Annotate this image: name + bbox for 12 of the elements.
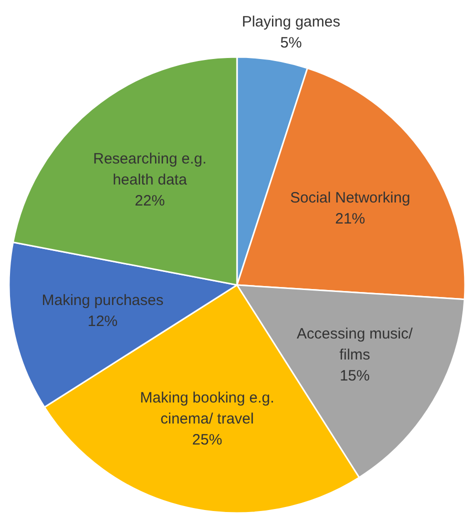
data-label: 22% [134, 192, 165, 210]
slice-label: Making booking e.g. cinema/ travel [140, 390, 274, 428]
data-label: 21% [335, 210, 366, 228]
slice-label: Making purchases [42, 292, 164, 310]
slice-label: Researching e.g. health data [93, 150, 207, 189]
slice-label: Social Networking [290, 190, 410, 207]
data-label: 12% [88, 313, 118, 330]
slice-label: Accessing music/ films [296, 326, 414, 364]
slice-label: Playing games [242, 14, 340, 31]
data-label: 25% [192, 432, 222, 449]
data-label: 5% [280, 34, 302, 52]
data-label: 15% [340, 368, 370, 385]
